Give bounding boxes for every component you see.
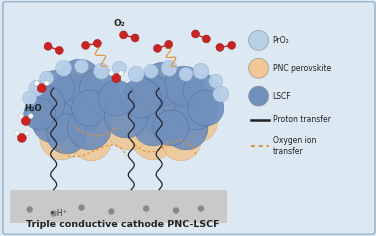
Circle shape [58,69,102,113]
Circle shape [128,66,144,82]
Circle shape [71,90,108,126]
Circle shape [28,114,33,118]
Circle shape [174,99,218,143]
Circle shape [112,74,121,83]
Text: Proton transfer: Proton transfer [273,115,331,124]
Circle shape [165,40,173,48]
Circle shape [249,58,268,78]
FancyBboxPatch shape [3,2,375,234]
Circle shape [105,94,148,138]
Circle shape [71,121,111,161]
Circle shape [119,71,124,76]
Circle shape [29,86,65,122]
Circle shape [183,73,219,109]
Circle shape [133,106,173,146]
Circle shape [139,78,199,138]
Circle shape [161,60,177,76]
Circle shape [131,73,167,109]
Circle shape [109,209,114,214]
Circle shape [39,80,74,116]
Circle shape [169,81,209,121]
Circle shape [164,106,208,150]
Circle shape [14,131,19,135]
Circle shape [228,41,236,49]
Circle shape [46,88,102,144]
Circle shape [93,39,101,47]
Circle shape [74,59,88,73]
Text: PNC perovskite: PNC perovskite [273,64,331,73]
Text: O₂: O₂ [114,19,125,29]
Circle shape [209,74,223,88]
Circle shape [193,63,209,79]
Circle shape [21,117,30,126]
Circle shape [174,208,179,213]
Circle shape [68,106,111,150]
Circle shape [153,110,189,146]
Bar [10,190,227,223]
Circle shape [82,42,89,49]
Circle shape [24,131,29,135]
Circle shape [17,133,26,142]
Circle shape [77,81,116,121]
Circle shape [44,42,52,50]
Circle shape [161,121,201,161]
Circle shape [47,114,86,154]
Circle shape [112,61,126,75]
Circle shape [55,46,63,54]
Circle shape [40,71,54,85]
Text: Triple conductive cathode PNC-LSCF: Triple conductive cathode PNC-LSCF [26,220,220,229]
Circle shape [39,70,74,106]
Circle shape [131,34,139,42]
Circle shape [131,83,167,119]
Circle shape [29,80,45,96]
Circle shape [144,206,149,211]
Circle shape [109,71,114,76]
Circle shape [164,66,204,106]
Circle shape [188,90,224,126]
Circle shape [24,98,56,130]
Circle shape [131,116,175,160]
Circle shape [80,68,119,108]
Circle shape [140,92,192,144]
Circle shape [18,114,23,118]
Circle shape [44,81,49,86]
Circle shape [191,30,200,38]
Circle shape [99,80,134,116]
Circle shape [23,91,37,105]
Circle shape [179,67,193,81]
Circle shape [202,35,210,43]
Circle shape [149,72,193,116]
Circle shape [249,30,268,50]
Circle shape [27,207,32,212]
Circle shape [58,59,102,103]
Text: LSCF: LSCF [273,92,291,101]
Circle shape [32,99,76,143]
Circle shape [199,206,203,211]
Text: Oxygen ion
transfer: Oxygen ion transfer [273,136,316,156]
Circle shape [40,116,83,160]
Text: PrO₂: PrO₂ [273,36,289,45]
Circle shape [56,60,71,76]
Circle shape [37,84,46,93]
Circle shape [42,74,105,138]
Circle shape [153,44,161,52]
Circle shape [94,63,109,79]
Circle shape [141,62,185,106]
Circle shape [79,205,84,210]
Circle shape [105,102,153,150]
Circle shape [144,64,158,78]
Circle shape [174,86,218,130]
Circle shape [34,81,39,86]
Circle shape [32,98,71,138]
Circle shape [121,78,161,118]
Circle shape [120,31,127,39]
Circle shape [216,43,224,51]
Text: • H⁺: • H⁺ [50,209,67,218]
Circle shape [249,86,268,106]
Circle shape [213,86,229,102]
Text: H₂O: H₂O [24,104,41,113]
Circle shape [51,211,56,216]
